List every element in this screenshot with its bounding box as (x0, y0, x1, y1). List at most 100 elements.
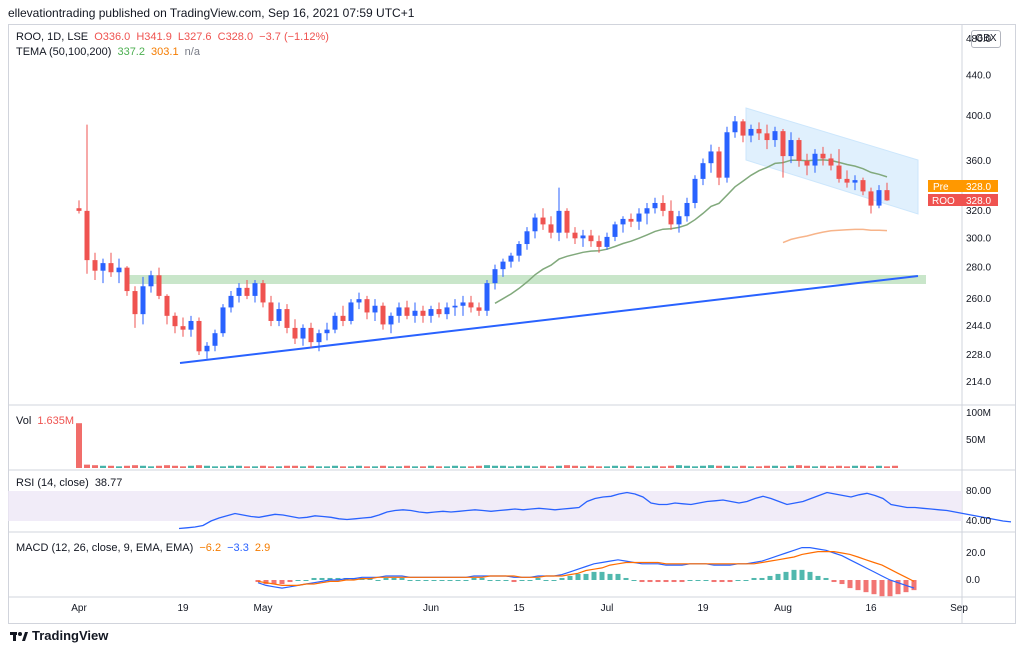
rsi-label[interactable]: RSI (14, close) (16, 477, 89, 489)
macd-histogram-bar (719, 580, 725, 583)
macd-histogram-bar (535, 577, 541, 580)
published-caption: ellevationtrading published on TradingVi… (8, 6, 415, 20)
candle-body (780, 131, 786, 157)
candle-body (788, 140, 794, 157)
candle-body (604, 236, 610, 247)
pre-tag-label: Pre (933, 182, 949, 193)
vol-label[interactable]: Vol (16, 415, 32, 427)
macd-histogram-bar (623, 577, 629, 580)
macd-histogram-bar (383, 577, 389, 580)
volume-bar (108, 465, 114, 468)
volume-bar (180, 466, 186, 468)
candle-body (868, 191, 874, 206)
macd-histogram-bar (415, 580, 421, 581)
volume-bar (580, 466, 586, 468)
candle-body (764, 133, 770, 141)
volume-bar (604, 466, 610, 468)
volume-bar (612, 465, 618, 468)
volume-bar (756, 466, 762, 468)
support-zone (128, 275, 926, 284)
candle-body (548, 224, 554, 233)
tradingview-footer[interactable]: TradingView (10, 628, 108, 643)
legend-symbol[interactable]: ROO, 1D, LSE (16, 31, 89, 43)
candle-body (580, 235, 586, 239)
candle-body (276, 309, 282, 321)
volume-bar (588, 465, 594, 468)
price-tick-label: 320.0 (966, 206, 991, 217)
vol-value: 1.635M (37, 415, 75, 427)
currency-badge[interactable]: GBX (971, 30, 1001, 48)
volume-bar (156, 465, 162, 468)
candle-body (740, 121, 746, 136)
volume-bar (804, 465, 810, 468)
volume-bar (860, 465, 866, 468)
legend-open: O336.0 (94, 31, 131, 43)
macd-histogram-bar (871, 580, 877, 595)
candle-body (340, 315, 346, 321)
sym-tag-value: 328.0 (966, 196, 991, 207)
volume-bar (700, 465, 706, 468)
volume-bar (380, 465, 386, 468)
tema-label[interactable]: TEMA (50,100,200) (16, 46, 112, 58)
candle-body (228, 295, 234, 308)
volume-bar (436, 466, 442, 468)
macd-histogram-bar (863, 580, 869, 593)
macd-histogram-bar (831, 580, 837, 583)
rsi-line (178, 491, 1012, 530)
macd-histogram-bar (791, 569, 797, 580)
candle-body (572, 232, 578, 239)
volume-bar (540, 465, 546, 468)
volume-bar (500, 465, 506, 468)
volume-bar (348, 466, 354, 468)
time-tick-label: 19 (697, 603, 709, 614)
candle-body (500, 261, 506, 270)
volume-bar (484, 465, 490, 468)
volume-bar (788, 465, 794, 468)
candle-body (628, 218, 634, 222)
time-tick-label: Jul (601, 603, 614, 614)
candle-body (836, 165, 842, 179)
macd-label[interactable]: MACD (12, 26, close, 9, EMA, EMA) (16, 542, 194, 554)
tema-value-1: 337.2 (117, 46, 145, 58)
volume-tick-label: 50M (966, 435, 985, 446)
signal-line (257, 551, 915, 586)
candle-body (196, 320, 202, 352)
tema-50-path (494, 159, 888, 304)
candle-body (812, 153, 818, 166)
volume-bar (364, 466, 370, 468)
tradingview-brand: TradingView (32, 628, 109, 643)
macd-histogram-bar (391, 577, 397, 580)
volume-bar (220, 466, 226, 468)
volume-bar (228, 465, 234, 468)
candle-body (804, 160, 810, 166)
volume-bar (132, 465, 138, 468)
candle-body (156, 275, 162, 296)
macd-group (255, 547, 917, 597)
macd-histogram-bar (823, 577, 829, 580)
macd-histogram-bar (583, 573, 589, 580)
volume-bar (684, 465, 690, 468)
candle-body (100, 263, 106, 271)
candle-body (652, 202, 658, 209)
candle-body (708, 151, 714, 164)
candle-body (588, 235, 594, 242)
macd-histogram-bar (455, 580, 461, 581)
candle-body (668, 210, 674, 225)
volume-bar (868, 466, 874, 468)
volume-bar (428, 465, 434, 468)
macd-histogram-bar (887, 580, 893, 597)
volume-bar (724, 465, 730, 468)
volume-bar (332, 465, 338, 468)
candle-body (876, 190, 882, 206)
volume-bar (340, 466, 346, 468)
macd-histogram-bar (911, 580, 917, 591)
volume-bar (460, 466, 466, 468)
candle-body (596, 241, 602, 247)
macd-histogram-bar (695, 580, 701, 581)
volume-bar (812, 466, 818, 468)
macd-histogram-bar (759, 577, 765, 580)
volume-bar (76, 423, 82, 468)
volume-bar (820, 465, 826, 468)
macd-histogram-bar (735, 580, 741, 581)
